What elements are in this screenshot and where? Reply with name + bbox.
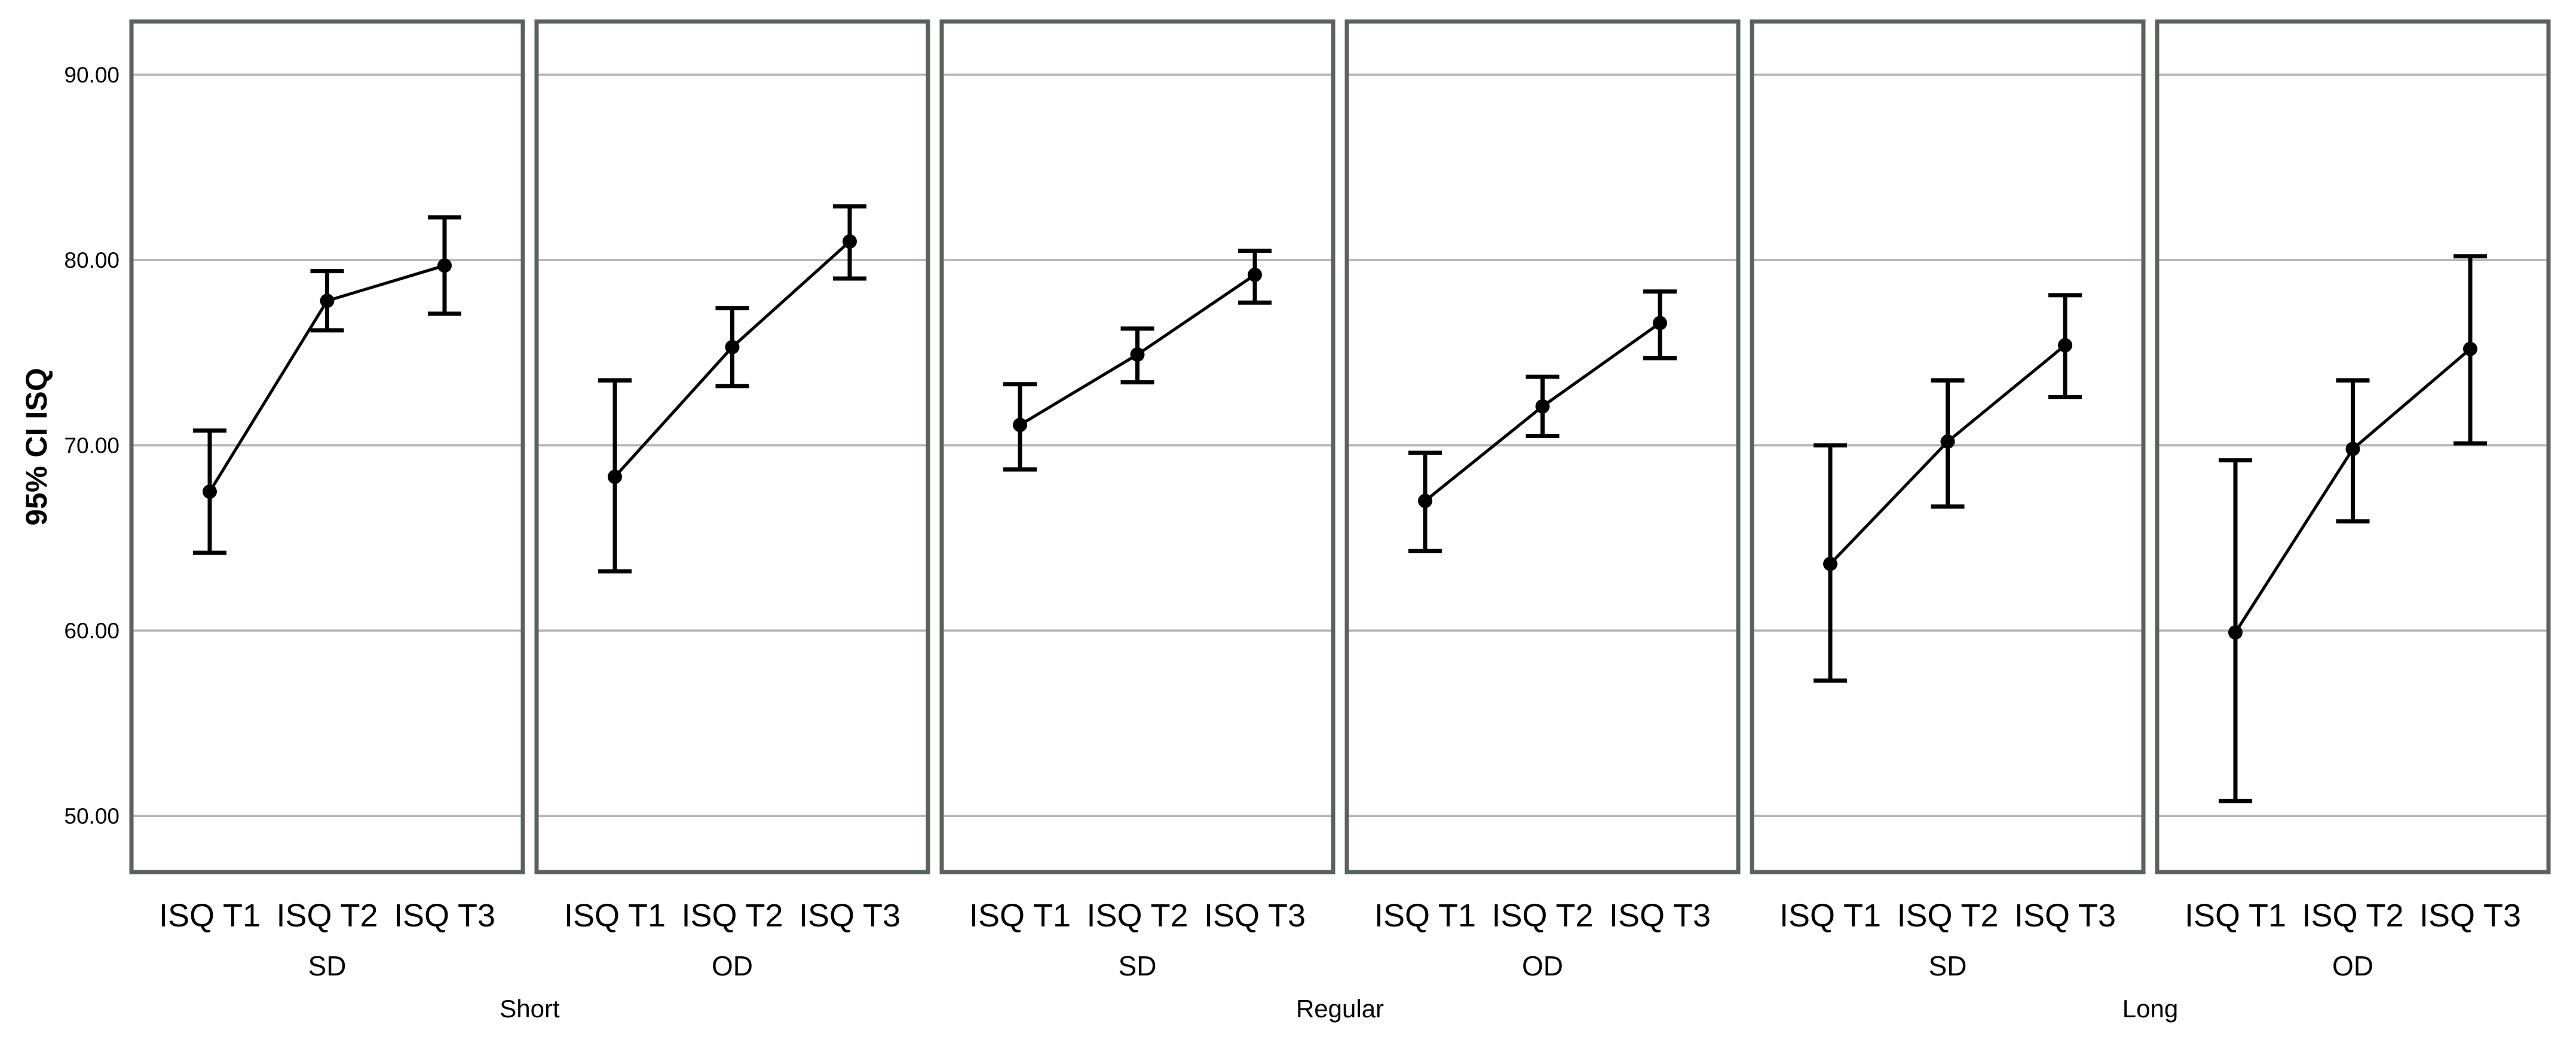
mean-point-isq-t3	[437, 258, 452, 273]
panel-diameter-label: OD	[2332, 950, 2373, 981]
panel-short-sd: ISQ T1 ISQ T2 ISQ T3 SD	[129, 19, 525, 981]
mean-point-isq-t1	[608, 469, 622, 484]
category-label: ISQ T1	[969, 898, 1071, 934]
mean-point-isq-t1	[1013, 417, 1027, 432]
category-label: ISQ T1	[1374, 898, 1476, 934]
panel-regular-sd: ISQ T1 ISQ T2 ISQ T3 SD	[939, 19, 1336, 981]
y-tick-label: 70.00	[64, 433, 120, 458]
error-bar-isq-t3	[1643, 289, 1677, 360]
y-tick-label: 90.00	[64, 63, 120, 87]
mean-point-isq-t1	[1823, 556, 1837, 571]
category-label: ISQ T2	[681, 898, 783, 934]
mean-point-isq-t3	[1248, 267, 1262, 282]
panel-diameter-label: OD	[712, 950, 753, 981]
category-label: ISQ T3	[2419, 898, 2521, 934]
panel-area	[537, 22, 928, 872]
error-bar-isq-t3	[1238, 248, 1272, 305]
category-label: ISQ T3	[799, 898, 900, 934]
error-bar-isq-t2	[1120, 326, 1154, 385]
error-bar-isq-t2	[1931, 378, 1965, 509]
mean-point-isq-t3	[2463, 341, 2477, 356]
group-label-long: Long	[2122, 995, 2178, 1023]
panel-area	[131, 22, 523, 872]
error-bar-isq-t3	[2048, 293, 2082, 399]
mean-point-isq-t2	[1130, 347, 1145, 362]
mean-point-isq-t3	[843, 234, 857, 249]
panel-long-od: ISQ T1 ISQ T2 ISQ T3 OD	[2155, 19, 2551, 981]
error-bar-isq-t1	[1408, 450, 1442, 553]
mean-point-isq-t1	[1418, 494, 1432, 509]
panel-frame	[939, 19, 1336, 874]
error-bar-isq-t2	[2336, 378, 2370, 524]
error-bar-isq-t2	[1526, 374, 1560, 439]
error-bar-isq-t3	[833, 204, 866, 281]
y-tick-label: 60.00	[64, 619, 120, 643]
mean-point-isq-t2	[320, 293, 335, 308]
category-label: ISQ T1	[159, 898, 261, 934]
y-tick-label: 50.00	[64, 804, 120, 828]
panel-diameter-label: SD	[1119, 950, 1157, 981]
y-axis-title: 95% CI ISQ	[20, 368, 53, 526]
mean-point-isq-t2	[2345, 442, 2360, 457]
category-label: ISQ T2	[2302, 898, 2403, 934]
category-label: ISQ T2	[1897, 898, 1998, 934]
panel-area	[1347, 22, 1738, 872]
category-label: ISQ T3	[394, 898, 495, 934]
panel-short-od: ISQ T1 ISQ T2 ISQ T3 OD	[534, 19, 930, 981]
error-bar-isq-t1	[598, 378, 632, 574]
category-label: ISQ T3	[1204, 898, 1306, 934]
panel-long-sd: ISQ T1 ISQ T2 ISQ T3 SD	[1750, 19, 2146, 981]
mean-point-isq-t2	[1940, 434, 1955, 449]
y-tick-label: 80.00	[64, 248, 120, 273]
category-label: ISQ T2	[1491, 898, 1593, 934]
panel-diameter-label: SD	[1929, 950, 1967, 981]
error-bar-isq-t1	[2219, 458, 2252, 803]
panel-diameter-label: OD	[1522, 950, 1563, 981]
category-label: ISQ T1	[564, 898, 666, 934]
panel-frame	[2155, 19, 2551, 874]
group-label-regular: Regular	[1296, 995, 1384, 1023]
error-bar-isq-t2	[310, 269, 344, 333]
error-bar-isq-t1	[1003, 382, 1037, 472]
panel-frame	[1344, 19, 1741, 874]
category-label: ISQ T3	[1609, 898, 1711, 934]
group-label-short: Short	[500, 995, 560, 1023]
mean-point-isq-t2	[1535, 399, 1550, 414]
category-label: ISQ T3	[2014, 898, 2116, 934]
mean-point-isq-t3	[2058, 338, 2072, 353]
mean-point-isq-t1	[203, 484, 217, 499]
panel-frame	[534, 19, 930, 874]
category-label: ISQ T1	[2185, 898, 2286, 934]
panel-frame	[129, 19, 525, 874]
error-bar-isq-t1	[1814, 443, 1847, 683]
category-label: ISQ T1	[1779, 898, 1881, 934]
panel-area	[942, 22, 1333, 872]
error-bar-isq-t3	[428, 215, 461, 316]
category-label: ISQ T2	[276, 898, 378, 934]
mean-point-isq-t2	[725, 339, 740, 354]
category-label: ISQ T2	[1086, 898, 1188, 934]
panel-regular-od: ISQ T1 ISQ T2 ISQ T3 OD	[1344, 19, 1741, 981]
error-bar-isq-t2	[715, 306, 749, 389]
error-bar-isq-t1	[193, 428, 226, 555]
error-bar-isq-t3	[2454, 254, 2487, 446]
panel-frame	[1750, 19, 2146, 874]
panel-diameter-label: SD	[308, 950, 347, 981]
mean-point-isq-t3	[1653, 316, 1667, 331]
mean-point-isq-t1	[2228, 625, 2243, 640]
